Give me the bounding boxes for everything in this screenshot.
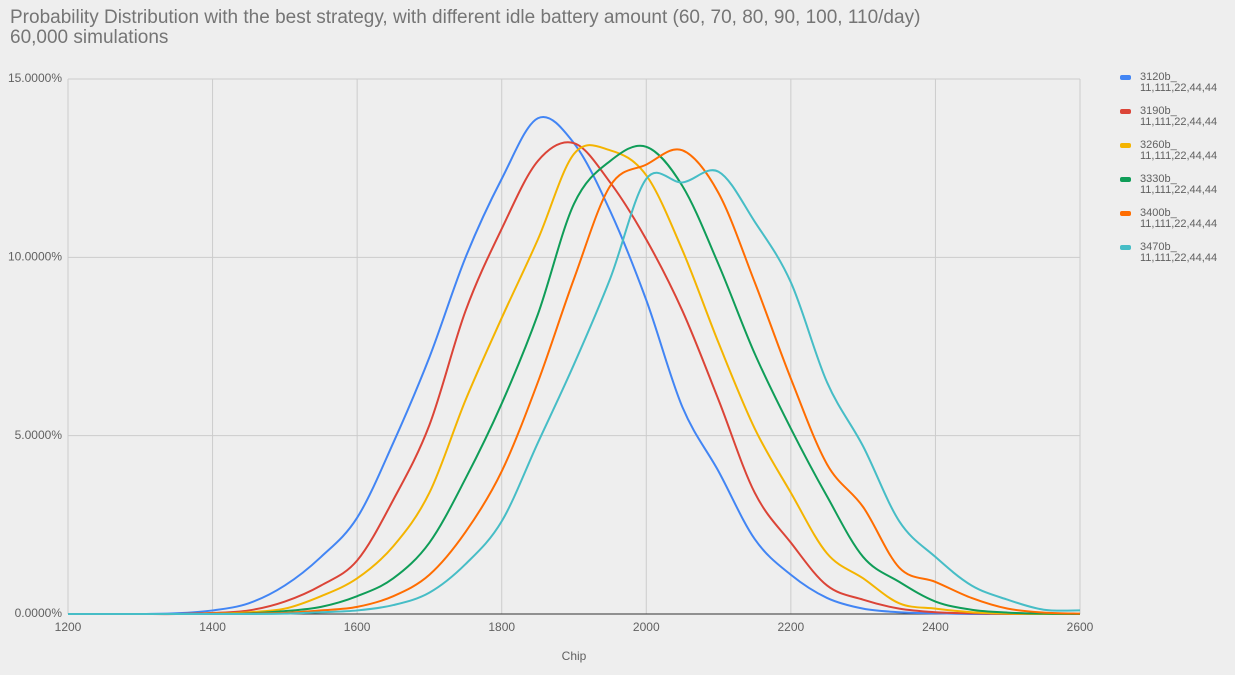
chart-subtitle: 60,000 simulations — [10, 27, 169, 48]
legend-item: 3470b_ 11,111,22,44,44 — [1120, 242, 1230, 276]
legend-item: 3190b_ 11,111,22,44,44 — [1120, 106, 1230, 140]
y-tick-label: 0.0000% — [15, 606, 63, 620]
legend: 3120b_ 11,111,22,44,44 3190b_ 11,111,22,4… — [1120, 72, 1232, 276]
x-tick-label: 2200 — [778, 620, 805, 634]
legend-swatch — [1120, 143, 1131, 148]
legend-swatch — [1120, 109, 1131, 114]
legend-swatch — [1120, 245, 1131, 250]
x-tick-label: 2400 — [922, 620, 949, 634]
x-tick-label: 1400 — [199, 620, 226, 634]
x-tick-label: 1600 — [344, 620, 371, 634]
legend-label: 3190b_ 11,111,22,44,44 — [1140, 105, 1218, 128]
y-tick-label: 10.0000% — [8, 250, 62, 264]
series-line — [67, 141, 1080, 616]
legend-swatch — [1120, 211, 1131, 216]
y-tick-label: 15.0000% — [8, 71, 62, 85]
chart: Chip 0.0000% 5.0000% 10.0000% 15.0000% 1200 1… — [8, 71, 1094, 663]
legend-item: 3120b_ 11,111,22,44,44 — [1120, 72, 1230, 106]
legend-item: 3400b_ 11,111,22,44,44 — [1120, 208, 1230, 242]
y-tick-label: 5.0000% — [15, 428, 63, 442]
x-tick-label: 2000 — [633, 620, 660, 634]
legend-swatch — [1120, 177, 1131, 182]
legend-label: 3330b_ 11,111,22,44,44 — [1140, 173, 1218, 196]
legend-label: 3120b_ 11,111,22,44,44 — [1140, 71, 1218, 94]
x-tick-label: 2600 — [1067, 620, 1094, 634]
series-line — [67, 144, 1081, 616]
legend-label: 3470b_ 11,111,22,44,44 — [1140, 241, 1218, 264]
chart-title: Probability Distribution with the best s… — [10, 7, 921, 28]
series-line — [67, 148, 1081, 616]
legend-label: 3400b_ 11,111,22,44,44 — [1140, 207, 1218, 230]
legend-swatch — [1120, 75, 1131, 80]
legend-item: 3330b_ 11,111,22,44,44 — [1120, 174, 1230, 208]
x-tick-label: 1200 — [55, 620, 82, 634]
series-line — [67, 169, 1081, 616]
x-axis-label: Chip — [562, 649, 587, 663]
legend-label: 3260b_ 11,111,22,44,44 — [1140, 139, 1218, 162]
x-tick-label: 1800 — [488, 620, 515, 634]
legend-item: 3260b_ 11,111,22,44,44 — [1120, 140, 1230, 174]
series-line — [67, 144, 1081, 616]
